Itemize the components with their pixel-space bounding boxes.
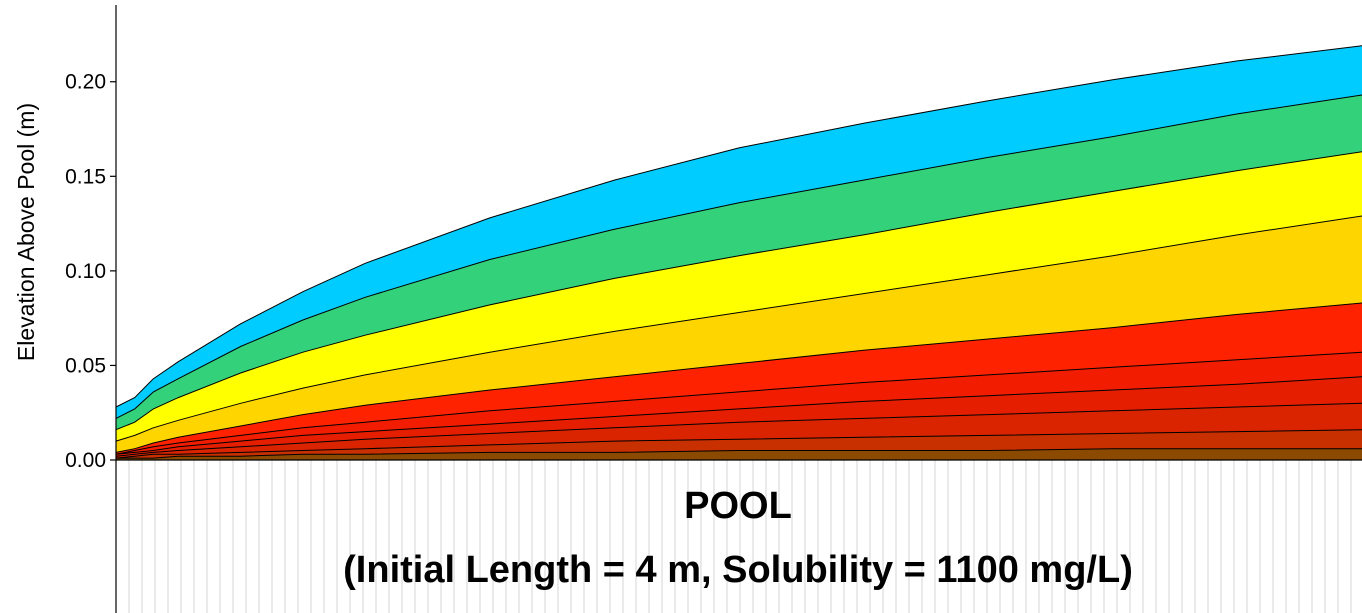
contour-line-8 [115,402,1362,457]
contour-line-9 [115,429,1362,459]
contour-line-4 [115,215,1362,442]
pool-label: POOL [684,485,792,527]
y-axis-label: Elevation Above Pool (m) [13,103,39,361]
contour-line-3 [115,151,1362,431]
y-tick-label: 0.20 [65,71,106,94]
contour-line-2 [115,94,1362,419]
area-band-10 [116,448,1362,460]
y-tick-label: 0.15 [65,165,106,188]
contour-line-1 [115,45,1362,408]
axes: 0.00 0.05 0.10 0.15 0.20 [65,5,1362,613]
y-tick-label: 0.05 [65,354,106,377]
elevation-areas [115,45,1362,461]
contour-line-5 [115,302,1362,453]
y-tick-label: 0.10 [65,260,106,283]
y-tick-label: 0.00 [65,449,106,472]
contour-line-6 [115,351,1362,455]
contour-line-7 [115,376,1362,455]
pool-caption: (Initial Length = 4 m, Solubility = 1100… [343,549,1133,591]
pool-grid-lines [128,460,1352,613]
contour-line-10 [116,448,1362,459]
